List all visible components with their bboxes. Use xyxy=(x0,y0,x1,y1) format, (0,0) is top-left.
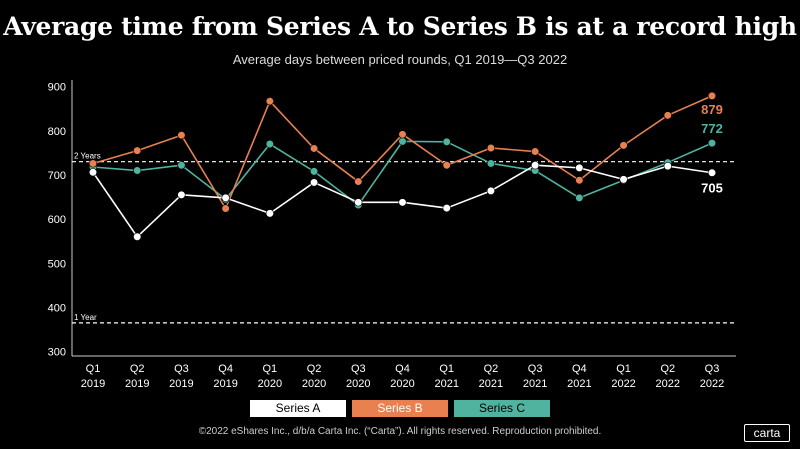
x-tick-label-year: 2019 xyxy=(81,378,105,390)
x-tick-label-quarter: Q3 xyxy=(528,363,543,375)
x-tick-label-quarter: Q1 xyxy=(616,363,631,375)
data-point xyxy=(265,209,274,218)
x-tick-label-quarter: Q3 xyxy=(351,363,366,375)
data-point xyxy=(575,163,584,172)
data-point xyxy=(663,111,672,120)
x-tick-label-quarter: Q2 xyxy=(130,363,145,375)
legend-series-a: Series A xyxy=(250,400,346,417)
data-point xyxy=(442,203,451,213)
data-point xyxy=(707,91,717,100)
data-point xyxy=(265,139,274,149)
x-tick-label-quarter: Q1 xyxy=(439,363,454,375)
data-point xyxy=(442,137,451,146)
series-line xyxy=(92,95,713,210)
x-tick-label-year: 2020 xyxy=(258,378,282,390)
x-tick-label-year: 2020 xyxy=(302,378,326,390)
x-tick-label-year: 2019 xyxy=(213,378,237,390)
legend: Series A Series B Series C xyxy=(0,400,800,417)
data-point xyxy=(133,232,142,241)
chart-subtitle: Average days between priced rounds, Q1 2… xyxy=(232,52,568,67)
data-point xyxy=(486,143,496,153)
data-point xyxy=(88,168,98,177)
data-point xyxy=(486,186,496,195)
x-tick-label-quarter: Q1 xyxy=(86,363,101,375)
data-point xyxy=(133,146,142,155)
x-tick-label-year: 2022 xyxy=(611,378,635,390)
data-point xyxy=(398,198,407,207)
data-label: 879 xyxy=(701,102,723,117)
data-label: 772 xyxy=(701,121,723,136)
data-point xyxy=(309,144,319,153)
y-tick-label: 400 xyxy=(48,302,66,314)
data-point xyxy=(398,130,407,139)
x-tick-label-quarter: Q2 xyxy=(660,363,675,375)
x-tick-label-year: 2022 xyxy=(700,378,724,390)
data-point xyxy=(177,131,186,140)
data-point xyxy=(133,166,142,175)
data-point xyxy=(619,175,628,184)
x-tick-label-year: 2019 xyxy=(125,378,149,390)
data-point xyxy=(265,97,274,106)
data-point xyxy=(663,162,672,171)
x-tick-label-quarter: Q2 xyxy=(484,363,499,375)
data-point xyxy=(531,147,540,156)
chart-title: Average time from Series A to Series B i… xyxy=(3,12,797,41)
data-point xyxy=(531,161,540,170)
data-point xyxy=(88,159,98,168)
x-tick-label-quarter: Q2 xyxy=(307,363,322,375)
x-tick-label-quarter: Q4 xyxy=(572,363,587,375)
data-point xyxy=(707,139,717,148)
data-point xyxy=(707,168,717,177)
x-tick-label-year: 2020 xyxy=(346,378,370,390)
reference-line-label: 1 Year xyxy=(74,313,97,322)
data-point xyxy=(177,190,186,199)
y-tick-label: 500 xyxy=(48,258,66,270)
legend-series-b: Series B xyxy=(352,400,448,417)
x-tick-label-year: 2021 xyxy=(479,378,503,390)
x-tick-label-year: 2022 xyxy=(656,378,680,390)
data-point xyxy=(309,178,319,187)
data-point xyxy=(575,193,584,203)
copyright-footer: ©2022 eShares Inc., d/b/a Carta Inc. (“C… xyxy=(198,426,602,437)
y-tick-label: 300 xyxy=(48,347,66,359)
data-point xyxy=(442,161,451,170)
x-tick-label-year: 2019 xyxy=(169,378,193,390)
x-tick-label-year: 2021 xyxy=(523,378,547,390)
data-point xyxy=(309,167,319,176)
x-tick-label-quarter: Q3 xyxy=(174,363,189,375)
x-tick-label-quarter: Q3 xyxy=(705,363,720,375)
reference-line-label: 2 Years xyxy=(74,152,101,161)
data-point xyxy=(575,176,584,185)
data-label: 705 xyxy=(701,181,723,196)
data-point xyxy=(221,193,230,203)
data-point xyxy=(398,137,407,146)
data-point xyxy=(486,159,496,168)
y-tick-label: 700 xyxy=(48,170,66,182)
x-tick-label-quarter: Q4 xyxy=(218,363,233,375)
carta-logo: carta xyxy=(744,424,790,442)
data-point xyxy=(354,198,363,207)
y-tick-label: 600 xyxy=(48,214,66,226)
y-tick-label: 800 xyxy=(48,126,66,138)
y-tick-label: 900 xyxy=(48,82,66,94)
legend-series-c: Series C xyxy=(454,400,550,417)
data-point xyxy=(619,141,628,150)
x-tick-label-year: 2021 xyxy=(434,378,458,390)
data-point xyxy=(221,204,230,213)
x-tick-label-quarter: Q1 xyxy=(263,363,278,375)
x-tick-label-year: 2021 xyxy=(567,378,591,390)
data-point xyxy=(354,177,363,186)
x-tick-label-year: 2020 xyxy=(390,378,414,390)
data-point xyxy=(177,161,186,170)
x-tick-label-quarter: Q4 xyxy=(395,363,410,375)
